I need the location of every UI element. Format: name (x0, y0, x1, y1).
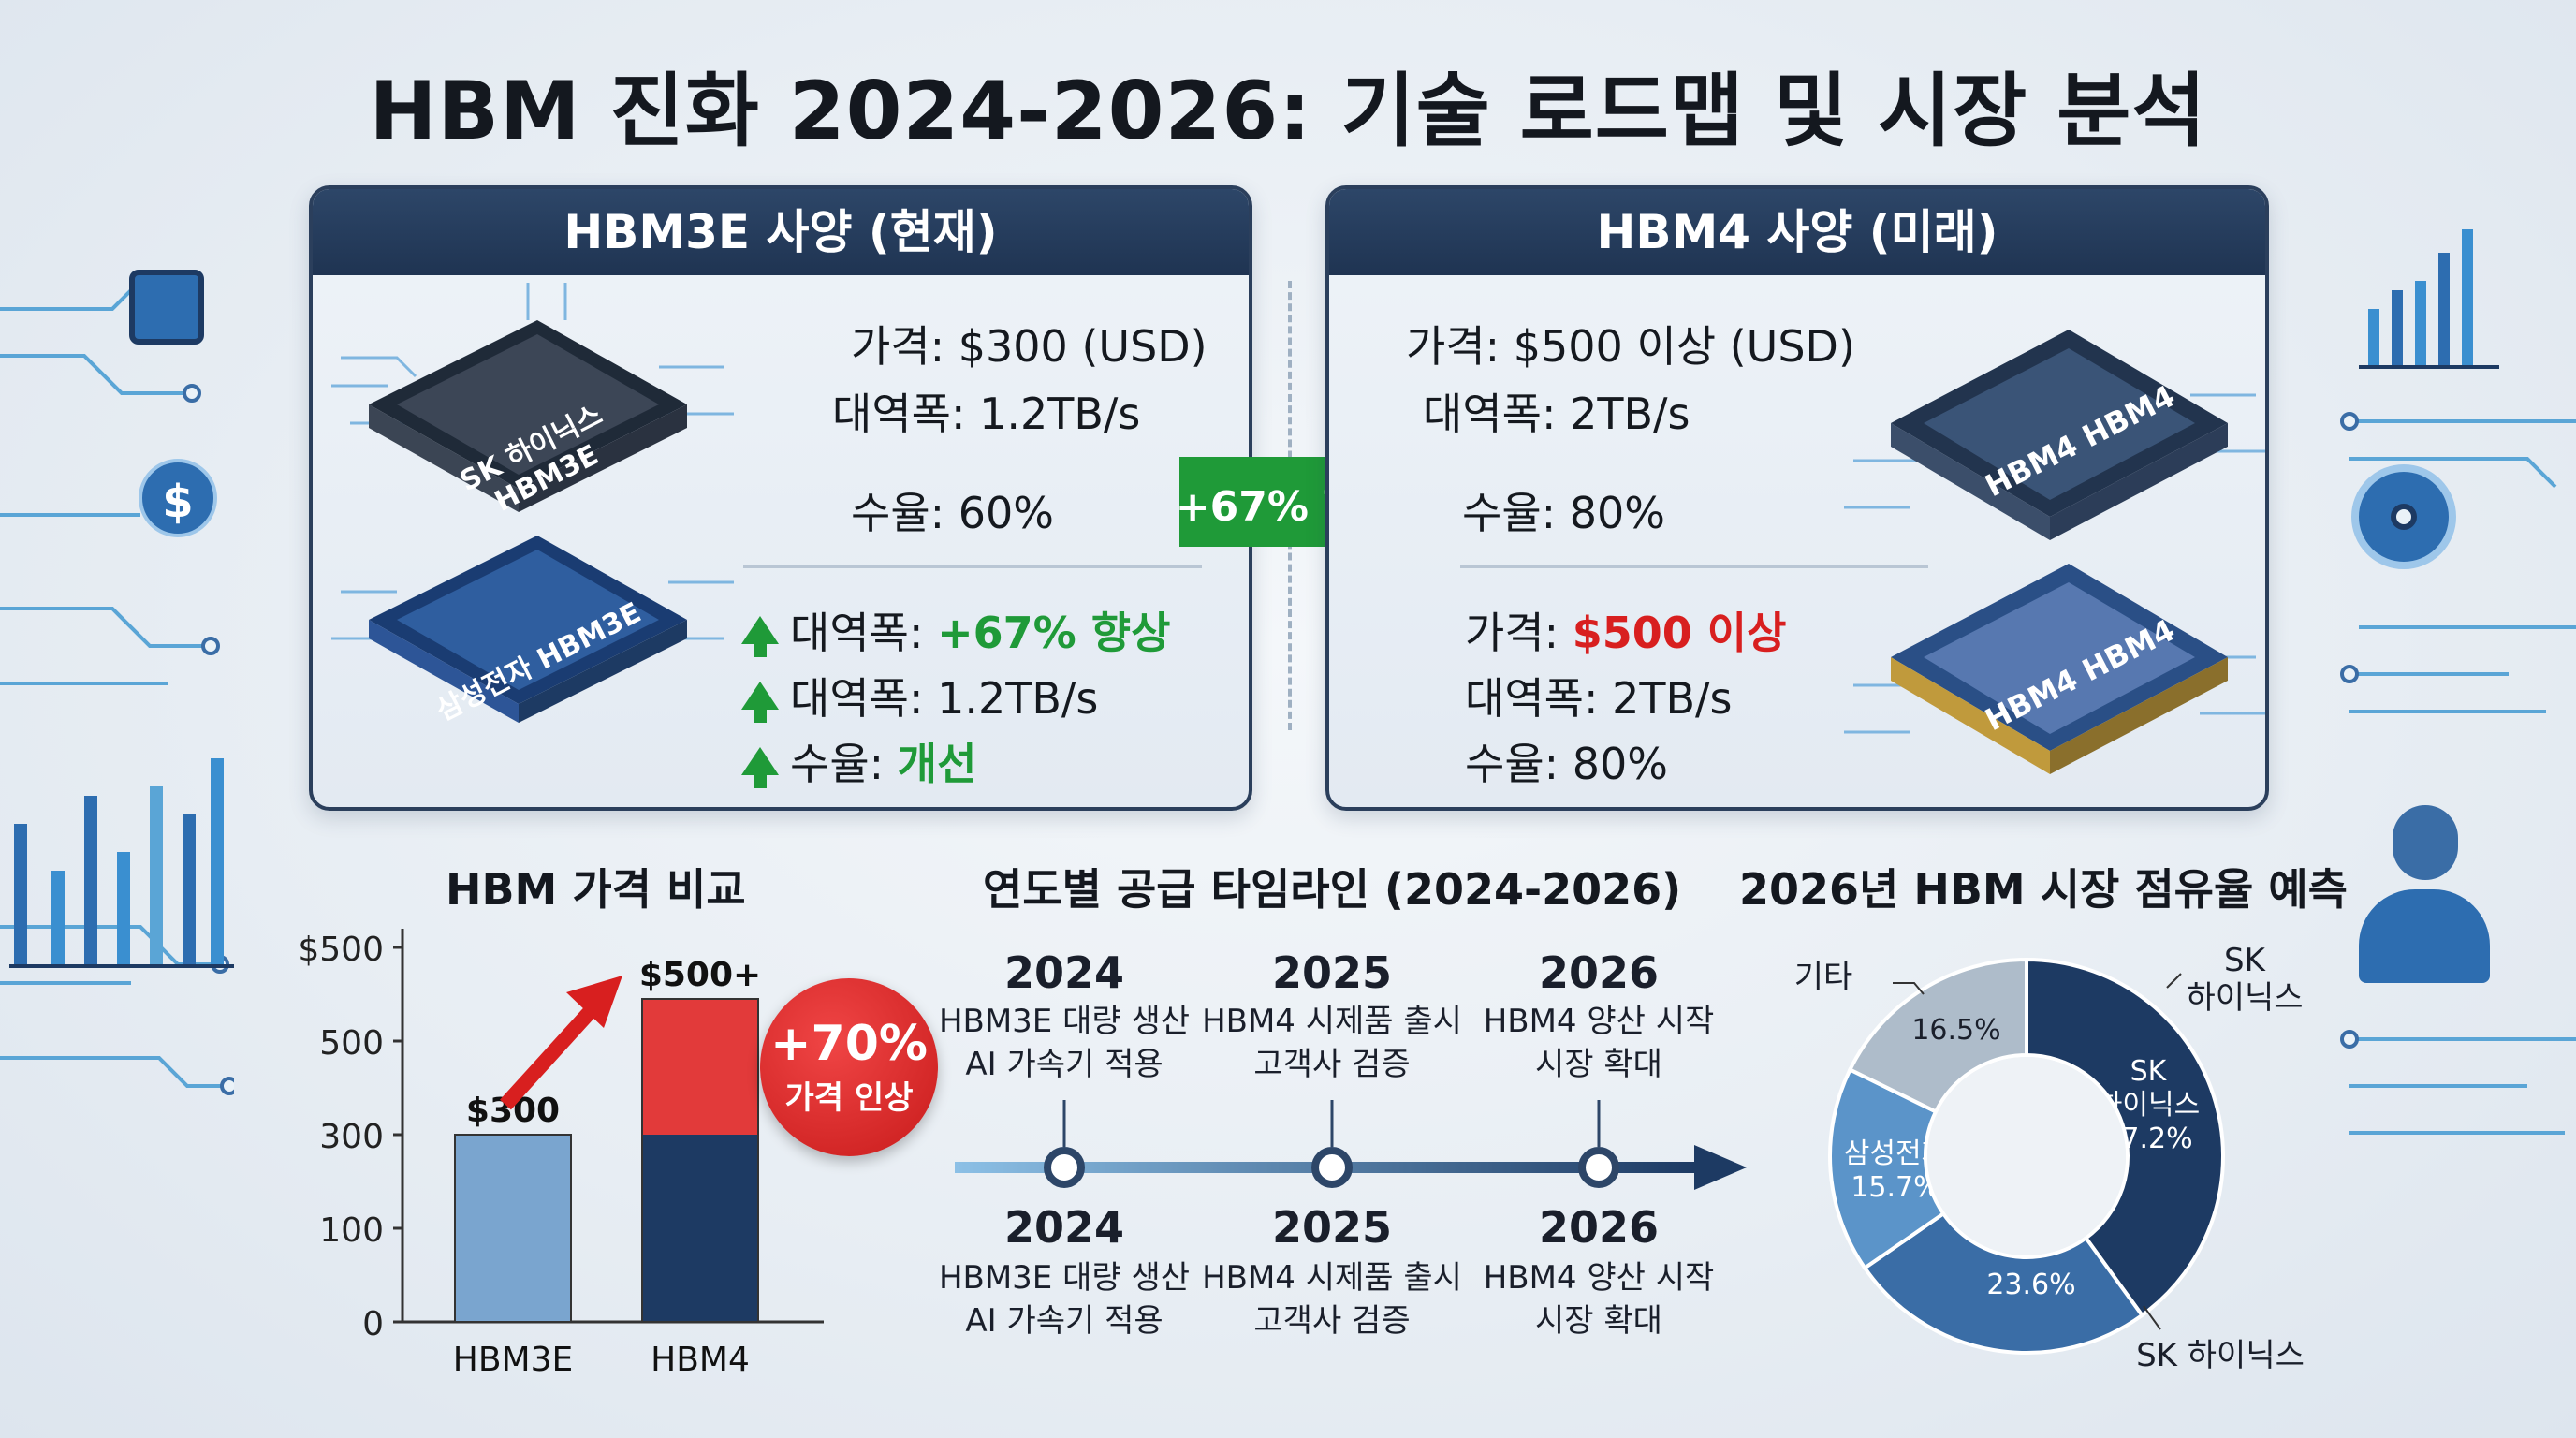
hbm4-price: 가격: $500 이상 (USD) (1406, 321, 1855, 372)
hbm4-divider (1460, 565, 1928, 568)
hbm4-panel-header: HBM4 사양 (미래) (1329, 189, 2265, 275)
hbm3e-chip-illustrations (331, 283, 734, 723)
y-tick-label: 100 (319, 1211, 384, 1250)
share-chart-title: 2026년 HBM 시장 점유율 예측 (1739, 864, 2348, 915)
timeline-top-desc1-2026: HBM4 양산 시작 (1483, 1003, 1715, 1040)
hbm3e-price: 가격: $300 (USD) (851, 321, 1208, 372)
timeline-axis (955, 1100, 1747, 1190)
increase-arrow-shaft (500, 996, 605, 1110)
timeline-bottom-desc1-2025: HBM4 시제품 출시 (1202, 1259, 1462, 1297)
increase-arrow-head (566, 976, 622, 1028)
bar-value-label: $500+ (639, 956, 761, 994)
y-tick-label: 300 (319, 1118, 384, 1156)
donut-slice-label: 16.5% (1911, 1014, 2000, 1047)
x-tick-label: HBM3E (453, 1341, 573, 1376)
sk-top-line1: SK (2224, 942, 2265, 979)
timeline-top-desc2-2026: 시장 확대 (1535, 1046, 1662, 1083)
cpu-icon (129, 270, 204, 345)
bar-graph-icon-left (9, 758, 234, 968)
hbm4-yield: 수율: 80% (1462, 488, 1666, 538)
timeline-bottom-desc2-2024: AI 가속기 적용 (965, 1302, 1164, 1340)
timeline-bottom-desc2-2026: 시장 확대 (1535, 1302, 1662, 1340)
timeline-bottom-desc1-2026: HBM4 양산 시작 (1483, 1259, 1715, 1297)
hbm4-yield-2: 수율: 80% (1465, 739, 1669, 789)
timeline-bottom-desc2-2025: 고객사 검증 (1253, 1302, 1411, 1340)
donut-slice (1828, 1066, 1946, 1271)
up-arrow-icon (741, 616, 779, 657)
bullet1-value: +67% 향상 (937, 608, 1171, 658)
bar-hbm4-outline (641, 998, 759, 1323)
share-label-sk-bottom: SK 하이닉스 (2136, 1337, 2305, 1374)
hbm4-bandwidth: 대역폭: 2TB/s (1423, 389, 1690, 439)
hbm4-bandwidth-2: 대역폭: 2TB/s (1465, 673, 1733, 724)
left-decoration (0, 279, 234, 1095)
bullet1-label: 대역폭: (790, 608, 938, 658)
timeline-top-year-2025: 2025 (1271, 947, 1393, 998)
donut-leader-lines (1893, 973, 2182, 1330)
timeline-top-desc1-2024: HBM3E 대량 생산 (938, 1003, 1191, 1040)
donut-hole (1927, 1057, 2126, 1255)
badge-text: 가격 인상 (784, 1079, 914, 1117)
timeline-title: 연도별 공급 타임라인 (2024-2026) (983, 864, 1682, 915)
donut-slice (2025, 957, 2225, 1318)
y-tick-label: 500 (319, 1024, 384, 1063)
timeline-top-desc2-2024: AI 가속기 적용 (965, 1046, 1164, 1083)
up-arrow-icon (741, 747, 779, 788)
timeline-bottom-year-2025: 2025 (1271, 1202, 1393, 1253)
share-label-other: 기타 (1793, 959, 1853, 996)
bar-hbm4-upper (642, 999, 758, 1135)
price-chart-title: HBM 가격 비교 (446, 864, 746, 915)
hbm3e-bandwidth: 대역폭: 1.2TB/s (832, 389, 1141, 439)
timeline-top-desc1-2025: HBM4 시제품 출시 (1202, 1003, 1462, 1040)
donut-slice (1847, 957, 2028, 1115)
hbm4-price-2: 가격: $500 이상 (1465, 599, 1786, 661)
price2-value: $500 이상 (1572, 608, 1787, 658)
timeline-bottom-year-2026: 2026 (1538, 1202, 1660, 1253)
up-arrow-icon (741, 682, 779, 723)
page-title: HBM 진화 2024-2026: 기술 로드맵 및 시장 분석 (369, 65, 2207, 158)
timeline-top-desc2-2025: 고객사 검증 (1253, 1046, 1411, 1083)
timeline-bottom-desc1-2024: HBM3E 대량 생산 (938, 1259, 1191, 1297)
bullet3-label: 수율: (790, 739, 898, 789)
bullet3-value: 개선 (897, 739, 977, 789)
hbm4-chip-illustrations (1844, 330, 2265, 774)
badge-percent: +70% (769, 1016, 929, 1072)
person-icon (2349, 796, 2499, 983)
y-tick-label: 0 (362, 1305, 384, 1343)
right-decoration (2340, 229, 2576, 1135)
price-increase-badge: +70% 가격 인상 (760, 978, 938, 1156)
bullet2-text: 대역폭: 1.2TB/s (790, 673, 1099, 724)
dollar-icon: $ (139, 459, 217, 537)
timeline-top-year-2026: 2026 (1538, 947, 1660, 998)
gear-icon (2351, 464, 2456, 569)
hbm3e-spec-panel: HBM3E 사양 (현재) SK 하이닉스 HBM3E 삼성전자 HBM3E 가… (309, 185, 1252, 811)
hbm3e-yield: 수율: 60% (851, 488, 1055, 538)
hbm3e-bullet-2: 대역폭: 1.2TB/s (741, 665, 1098, 726)
market-share-donut: SK 하이닉스 37.2%23.6%삼성전자 15.7%16.5% (1828, 957, 2225, 1355)
donut-slice-label: 23.6% (1986, 1269, 2075, 1301)
x-tick-label: HBM4 (651, 1341, 750, 1376)
sk-top-line2: 하이닉스 (2186, 979, 2304, 1017)
donut-slice (1862, 1211, 2145, 1355)
bar-hbm3e (454, 1134, 572, 1323)
timeline-bottom-year-2024: 2024 (1003, 1202, 1125, 1253)
hbm3e-panel-header: HBM3E 사양 (현재) (313, 189, 1249, 275)
price2-label: 가격: (1465, 608, 1573, 658)
timeline-top-year-2024: 2024 (1003, 947, 1125, 998)
hbm3e-divider (743, 565, 1202, 568)
share-label-sk-top: SK 하이닉스 (2170, 942, 2320, 1017)
hbm3e-bullet-1: 대역폭: +67% 향상 (741, 599, 1170, 661)
hbm3e-bullet-3: 수율: 개선 (741, 730, 976, 792)
y-tick-label: $500 (298, 931, 384, 969)
bar-hbm4-lower (642, 1135, 758, 1322)
hbm4-spec-panel: HBM4 사양 (미래) 가격: $500 이상 (USD) 대역폭: 2TB/… (1325, 185, 2269, 811)
